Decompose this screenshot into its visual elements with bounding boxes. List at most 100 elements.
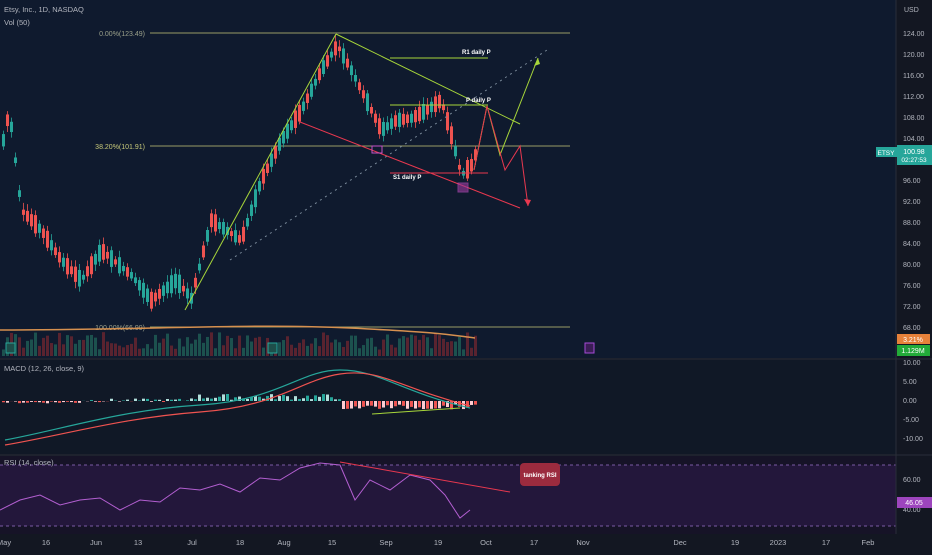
macd-label[interactable]: MACD (12, 26, close, 9) <box>4 364 85 373</box>
candle-body <box>318 68 321 80</box>
time-tick: Aug <box>277 538 290 547</box>
volume-bar <box>238 336 241 356</box>
macd-hist-bar <box>138 400 141 401</box>
volume-bar <box>322 332 325 356</box>
macd-hist-bar <box>170 400 173 401</box>
macd-tick: 5.00 <box>903 379 917 386</box>
volume-bar <box>374 347 377 356</box>
volume-bar <box>62 344 65 356</box>
volume-bar <box>430 348 433 356</box>
volume-bar <box>70 336 73 356</box>
macd-hist-bar <box>190 398 193 401</box>
candle-body <box>186 288 189 298</box>
macd-hist-bar <box>378 401 381 409</box>
volume-bar <box>234 348 237 356</box>
volume-bar <box>114 344 117 356</box>
macd-hist-bar <box>406 401 409 409</box>
volume-bar <box>110 343 113 356</box>
macd-hist-bar <box>122 400 125 401</box>
volume-indicator-label[interactable]: Vol (50) <box>4 18 30 27</box>
volume-bar <box>166 334 169 356</box>
price-tick: 92.00 <box>903 199 921 206</box>
last-price: 100.98 <box>903 149 925 156</box>
price-tick: 124.00 <box>903 31 925 38</box>
time-tick: 17 <box>822 538 830 547</box>
price-tick: 116.00 <box>903 73 924 80</box>
volume-bar <box>74 344 77 356</box>
event-icon[interactable] <box>6 343 15 353</box>
candle-body <box>130 272 133 278</box>
price-tick: 112.00 <box>903 94 924 101</box>
candle-body <box>106 252 109 259</box>
volume-bar <box>378 350 381 356</box>
time-tick: Dec <box>673 538 687 547</box>
candle-body <box>386 122 389 130</box>
candle-body <box>238 235 241 243</box>
currency-label: USD <box>904 7 919 14</box>
time-tick: Sep <box>379 538 392 547</box>
event-icon[interactable] <box>268 343 277 353</box>
macd-hist-bar <box>162 401 165 402</box>
macd-hist-bar <box>330 397 333 401</box>
volume-bar <box>314 338 317 356</box>
macd-hist-bar <box>118 401 121 402</box>
volume-bar <box>370 338 373 356</box>
candle-body <box>138 280 141 290</box>
macd-hist-bar <box>418 401 421 407</box>
marker-box[interactable] <box>458 183 468 192</box>
symbol-title[interactable]: Etsy, Inc., 1D, NASDAQ <box>4 5 84 14</box>
time-tick: 15 <box>328 538 336 547</box>
volume-bar <box>390 345 393 356</box>
price-tick: 108.00 <box>903 115 925 122</box>
volume-bar <box>186 337 189 356</box>
time-tick: 2023 <box>770 538 787 547</box>
candle-body <box>62 258 65 267</box>
ticker-badge-text: ETSY <box>878 150 896 157</box>
candle-body <box>454 146 457 156</box>
rsi-label[interactable]: RSI (14, close) <box>4 458 54 467</box>
volume-bar <box>298 343 301 356</box>
candle-body <box>354 75 357 82</box>
volume-bar <box>214 348 217 356</box>
macd-hist-bar <box>298 399 301 401</box>
volume-bar <box>182 347 185 356</box>
macd-hist-bar <box>158 400 161 401</box>
macd-hist-bar <box>90 400 93 401</box>
earnings-icon[interactable] <box>585 343 594 353</box>
volume-bar <box>42 338 45 356</box>
macd-hist-bar <box>474 401 477 405</box>
candle-body <box>446 112 449 130</box>
macd-hist-bar <box>370 401 373 406</box>
macd-tick: -10.00 <box>903 436 923 443</box>
volume-bar <box>34 333 37 356</box>
volume-bar <box>450 341 453 356</box>
price-pane[interactable] <box>0 0 896 358</box>
volume-bar <box>330 342 333 356</box>
volume-bar <box>54 344 57 356</box>
candle-body <box>382 122 385 136</box>
price-tick: 120.00 <box>903 52 925 59</box>
volume-bar <box>194 340 197 356</box>
candle-body <box>406 115 409 123</box>
time-tick: Oct <box>480 538 493 547</box>
volume-bar <box>170 346 173 356</box>
volume-bar <box>278 342 281 356</box>
macd-hist-bar <box>354 401 357 406</box>
macd-hist-bar <box>306 396 309 401</box>
volume-bar <box>334 340 337 356</box>
macd-hist-bar <box>226 394 229 401</box>
volume-bar <box>446 342 449 356</box>
volume-bar <box>190 344 193 356</box>
volume-bar <box>438 335 441 356</box>
macd-hist-bar <box>218 397 221 401</box>
volume-bar <box>346 341 349 356</box>
candle-body <box>314 79 317 86</box>
candle-body <box>82 275 85 280</box>
volume-bar <box>458 337 461 356</box>
volume-bar <box>94 338 97 356</box>
candle-body <box>46 231 49 248</box>
macd-hist-bar <box>402 401 405 406</box>
macd-hist-bar <box>166 399 169 401</box>
